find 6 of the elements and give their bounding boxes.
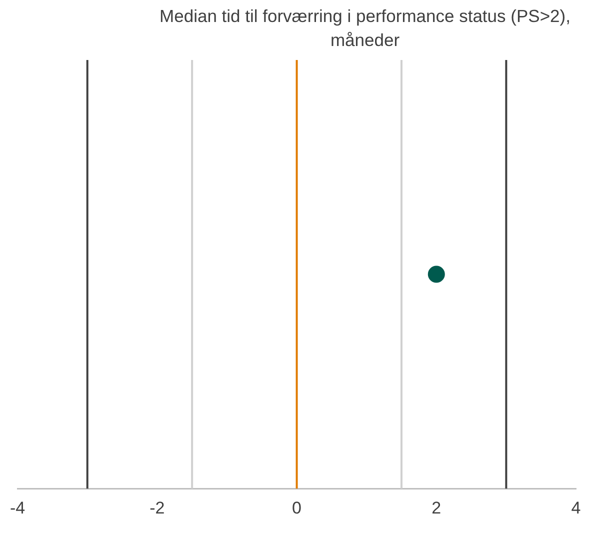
x-tick-label: 4 (571, 498, 581, 518)
x-tick-label: 0 (292, 498, 302, 518)
x-tick-label: -2 (150, 498, 165, 518)
x-tick-label: -4 (10, 498, 26, 518)
x-tick-label: 2 (432, 498, 442, 518)
chart-title: Median tid til forværring i performance status (PS>2), måneder (158, 5, 572, 52)
